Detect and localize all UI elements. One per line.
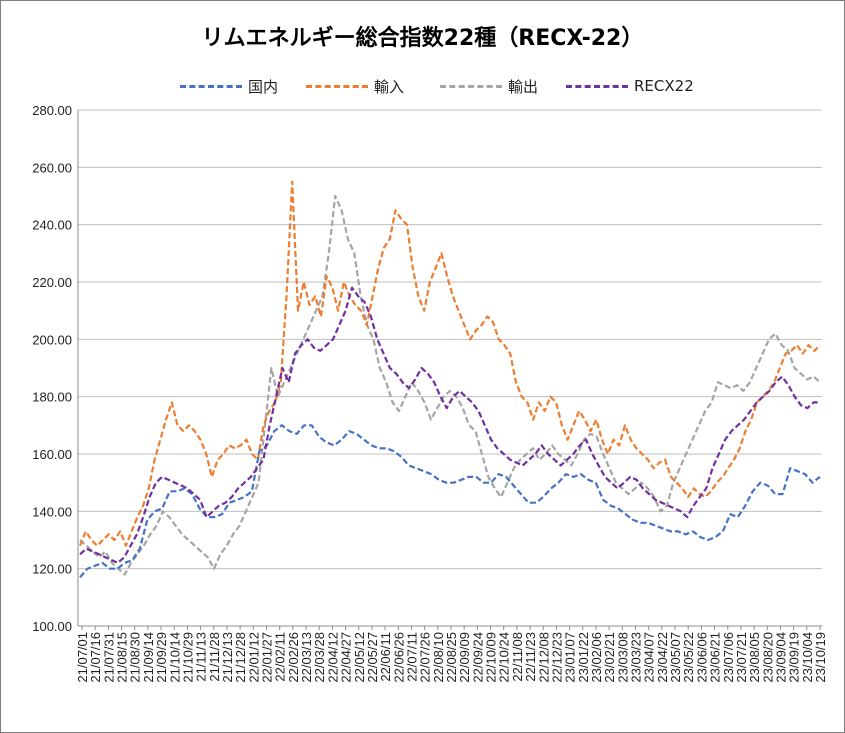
x-tick-label: 21/11/13 (194, 632, 209, 682)
x-tick-label: 23/07/06 (721, 632, 736, 683)
x-tick-label: 22/04/27 (339, 632, 354, 683)
x-tick-label: 22/10/09 (484, 632, 499, 683)
x-tick-label: 21/07/16 (88, 632, 103, 683)
legend-swatch-import (306, 84, 368, 88)
x-tick-label: 21/09/29 (154, 632, 169, 683)
x-tick-label: 23/04/22 (655, 632, 670, 683)
x-tick-label: 22/05/12 (352, 632, 367, 683)
x-tick-label: 22/11/23 (523, 632, 538, 682)
chart-title: リムエネルギー総合指数22種（RECX-22） (201, 26, 644, 51)
x-tick-label: 22/08/10 (431, 632, 446, 683)
x-tick-label: 22/03/28 (312, 632, 327, 683)
legend-item-import: 輸入 (306, 74, 404, 98)
x-tick-label: 21/07/01 (75, 632, 90, 683)
x-tick-label: 23/02/21 (602, 632, 617, 683)
y-tick-label: 160.00 (32, 447, 72, 462)
x-tick-label: 22/05/27 (365, 632, 380, 683)
x-tick-label: 22/09/09 (457, 632, 472, 683)
x-tick-label: 21/10/14 (167, 632, 182, 683)
x-tick-label: 22/10/24 (497, 632, 512, 683)
x-tick-label: 22/03/13 (299, 632, 314, 683)
series-line-import (78, 180, 821, 547)
x-tick-label: 23/05/07 (668, 632, 683, 683)
x-tick-label: 21/12/13 (220, 632, 235, 683)
x-tick-label: 23/02/06 (589, 632, 604, 683)
x-tick-label: 23/08/05 (747, 632, 762, 683)
x-tick-label: 22/07/11 (404, 632, 419, 682)
legend-label-domestic: 国内 (248, 77, 279, 96)
series-line-recx22 (79, 286, 820, 565)
x-tick-label: 22/01/27 (260, 632, 275, 683)
y-tick-label: 140.00 (32, 504, 72, 519)
x-tick-label: 23/03/23 (629, 632, 644, 683)
y-tick-label: 220.00 (32, 275, 72, 290)
x-tick-label: 22/04/12 (325, 632, 340, 683)
legend-swatch-recx22 (566, 84, 628, 88)
x-tick-label: 21/09/14 (141, 632, 156, 683)
x-tick-label: 22/08/25 (444, 632, 459, 683)
x-tick-label: 22/01/12 (246, 632, 261, 683)
legend-item-export: 輸出 (440, 74, 538, 98)
x-tick-label: 22/02/11 (273, 632, 288, 682)
x-tick-label: 21/08/15 (115, 632, 130, 683)
x-tick-label: 22/02/26 (286, 632, 301, 683)
legend-label-recx22: RECX22 (634, 77, 694, 95)
x-tick-label: 22/07/26 (418, 632, 433, 683)
x-tick-label: 23/04/07 (642, 632, 657, 683)
x-tick-label: 21/11/28 (207, 632, 222, 682)
x-tick-label: 23/01/22 (576, 632, 591, 683)
x-tick-label: 22/06/26 (391, 632, 406, 683)
x-tick-label: 23/09/19 (787, 632, 802, 683)
legend-item-domestic: 国内 (180, 74, 278, 98)
x-tick-label: 23/06/21 (708, 632, 723, 683)
x-tick-label: 22/09/24 (470, 632, 485, 683)
x-tick-label: 21/07/31 (101, 632, 116, 683)
y-tick-label: 120.00 (32, 562, 72, 577)
x-tick-label: 22/12/23 (549, 632, 564, 683)
x-tick-label: 23/08/20 (760, 632, 775, 683)
x-tick-label: 22/06/11 (378, 632, 393, 682)
x-tick-label: 23/07/21 (734, 632, 749, 683)
legend: 国内 輸入 輸出 RECX22 (0, 74, 845, 98)
legend-label-export: 輸出 (508, 77, 539, 96)
x-tick-label: 22/12/08 (536, 632, 551, 683)
x-tick-label: 23/09/04 (773, 632, 788, 683)
x-tick-label: 23/05/22 (681, 632, 696, 683)
y-tick-label: 260.00 (32, 160, 72, 175)
x-tick-label: 23/01/07 (563, 632, 578, 683)
x-tick-label: 23/06/06 (694, 632, 709, 683)
legend-item-recx22: RECX22 (566, 74, 694, 98)
legend-label-import: 輸入 (374, 77, 405, 96)
x-tick-label: 23/10/19 (813, 632, 828, 683)
x-tick-label: 21/12/28 (233, 632, 248, 683)
y-tick-label: 240.00 (32, 218, 72, 233)
legend-swatch-export (440, 84, 502, 88)
x-tick-label: 21/08/30 (128, 632, 143, 683)
legend-swatch-domestic (180, 84, 242, 88)
x-tick-label: 22/11/08 (510, 632, 525, 682)
x-tick-label: 23/03/08 (615, 632, 630, 683)
series-line-domestic (79, 424, 821, 579)
x-tick-label: 23/10/04 (800, 632, 815, 683)
series-line-export (79, 194, 821, 576)
y-tick-label: 280.00 (32, 103, 72, 118)
y-tick-label: 100.00 (32, 619, 72, 634)
y-tick-label: 180.00 (32, 390, 72, 405)
y-tick-label: 200.00 (32, 332, 72, 347)
x-tick-label: 21/10/29 (180, 632, 195, 683)
